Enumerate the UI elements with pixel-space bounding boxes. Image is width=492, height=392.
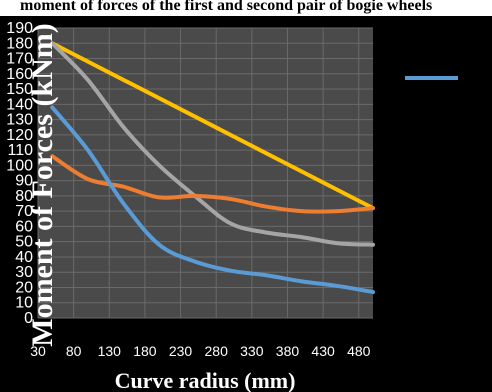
y-tick-label: 60 xyxy=(15,218,33,235)
x-tick-label: 380 xyxy=(276,343,300,359)
x-tick-label: 80 xyxy=(66,343,82,359)
x-tick-label: 130 xyxy=(98,343,122,359)
y-tick-labels: 0102030405060708090100110120130140150160… xyxy=(6,20,33,327)
x-tick-label: 230 xyxy=(169,343,193,359)
y-tick-label: 100 xyxy=(6,157,33,174)
x-tick-label: 330 xyxy=(240,343,264,359)
series-line-4 xyxy=(50,105,375,295)
y-tick-label: 190 xyxy=(6,20,33,37)
x-tick-label: 30 xyxy=(30,343,46,359)
series-line-3 xyxy=(50,154,375,214)
gridlines xyxy=(37,27,373,319)
chart-title: moment of forces of the first and second… xyxy=(0,0,492,18)
x-tick-label: 480 xyxy=(347,343,371,359)
y-tick-label: 40 xyxy=(15,249,33,266)
y-tick-label: 150 xyxy=(6,81,33,98)
y-tick-label: 130 xyxy=(6,112,33,129)
y-tick-label: 90 xyxy=(15,173,33,190)
y-tick-label: 10 xyxy=(15,295,33,312)
y-tick-label: 120 xyxy=(6,127,33,144)
x-tick-label: 430 xyxy=(311,343,335,359)
y-tick-label: 70 xyxy=(15,203,33,220)
y-tick-label: 80 xyxy=(15,188,33,205)
series-line-2 xyxy=(50,41,375,247)
x-tick-label: 280 xyxy=(205,343,229,359)
series-line-1 xyxy=(50,41,375,211)
plot-area xyxy=(38,28,373,318)
y-tick-label: 50 xyxy=(15,234,33,251)
y-tick-label: 180 xyxy=(6,35,33,52)
chart-title-text: moment of forces of the first and second… xyxy=(0,0,492,16)
x-axis-label: Curve radius (mm) xyxy=(115,368,296,392)
y-tick-label: 20 xyxy=(15,279,33,296)
y-tick-label: 0 xyxy=(24,310,33,327)
x-tick-labels: 30 80 130 180 230 280 330 380 430 480 xyxy=(30,343,370,359)
y-tick-label: 160 xyxy=(6,66,33,83)
y-tick-label: 30 xyxy=(15,264,33,281)
x-tick-label: 180 xyxy=(133,343,157,359)
series-lines xyxy=(50,41,375,295)
y-tick-label: 110 xyxy=(7,142,33,159)
y-tick-label: 170 xyxy=(6,51,33,68)
y-tick-label: 140 xyxy=(6,96,33,113)
y-axis-label: Moment of Forces (kNm) xyxy=(26,23,59,347)
